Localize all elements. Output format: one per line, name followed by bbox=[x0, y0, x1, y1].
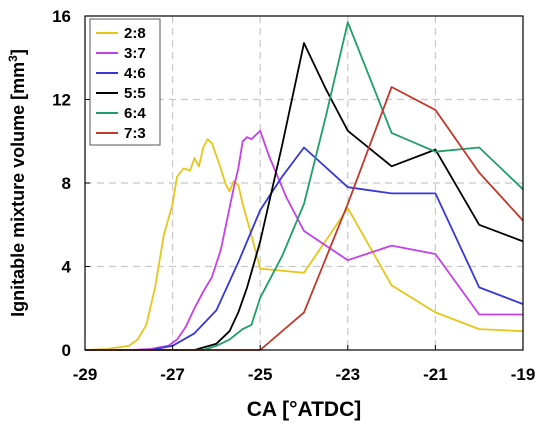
series-line-7-3 bbox=[85, 86, 524, 351]
x-tick-label: -27 bbox=[160, 365, 185, 384]
y-tick-label: 16 bbox=[52, 7, 71, 26]
x-tick-label: -25 bbox=[248, 365, 273, 384]
y-axis-title: Ignitable mixture volume [mm3] bbox=[6, 49, 28, 317]
series-line-2-8 bbox=[84, 138, 524, 351]
legend-label: 3:7 bbox=[124, 45, 146, 62]
y-axis-title-superscript: 3 bbox=[6, 55, 20, 62]
legend-label: 5:5 bbox=[124, 85, 146, 102]
series-line-6-4 bbox=[85, 21, 524, 351]
tick-labels: -29 -27 -25 -23 -21 -19 0 4 8 12 16 bbox=[52, 7, 535, 384]
series-lines bbox=[84, 21, 524, 351]
legend-label: 4:6 bbox=[124, 65, 146, 82]
x-tick-label: -23 bbox=[336, 365, 361, 384]
grid bbox=[85, 16, 523, 350]
x-tick-label: -19 bbox=[511, 365, 536, 384]
legend-label: 2:8 bbox=[124, 25, 146, 42]
x-axis-title: CA [°ATDC] bbox=[247, 398, 362, 421]
legend-label: 7:3 bbox=[124, 125, 146, 142]
series-line-3-7 bbox=[85, 129, 523, 351]
y-tick-label: 8 bbox=[62, 174, 71, 193]
y-axis-title-close: ] bbox=[8, 49, 28, 55]
x-tick-label: -21 bbox=[423, 365, 448, 384]
series-line-4-6 bbox=[85, 146, 524, 351]
legend-label: 6:4 bbox=[124, 105, 146, 122]
y-tick-label: 12 bbox=[52, 91, 71, 110]
y-tick-label: 4 bbox=[62, 258, 72, 277]
series-line-5-5 bbox=[85, 42, 524, 351]
legend-box bbox=[89, 18, 161, 146]
y-tick-label: 0 bbox=[62, 341, 71, 360]
x-tick-label: -29 bbox=[73, 365, 98, 384]
legend: 2:8 3:7 4:6 5:5 6:4 7:3 bbox=[89, 18, 161, 146]
y-axis-title-main: Ignitable mixture volume [mm bbox=[8, 62, 28, 317]
